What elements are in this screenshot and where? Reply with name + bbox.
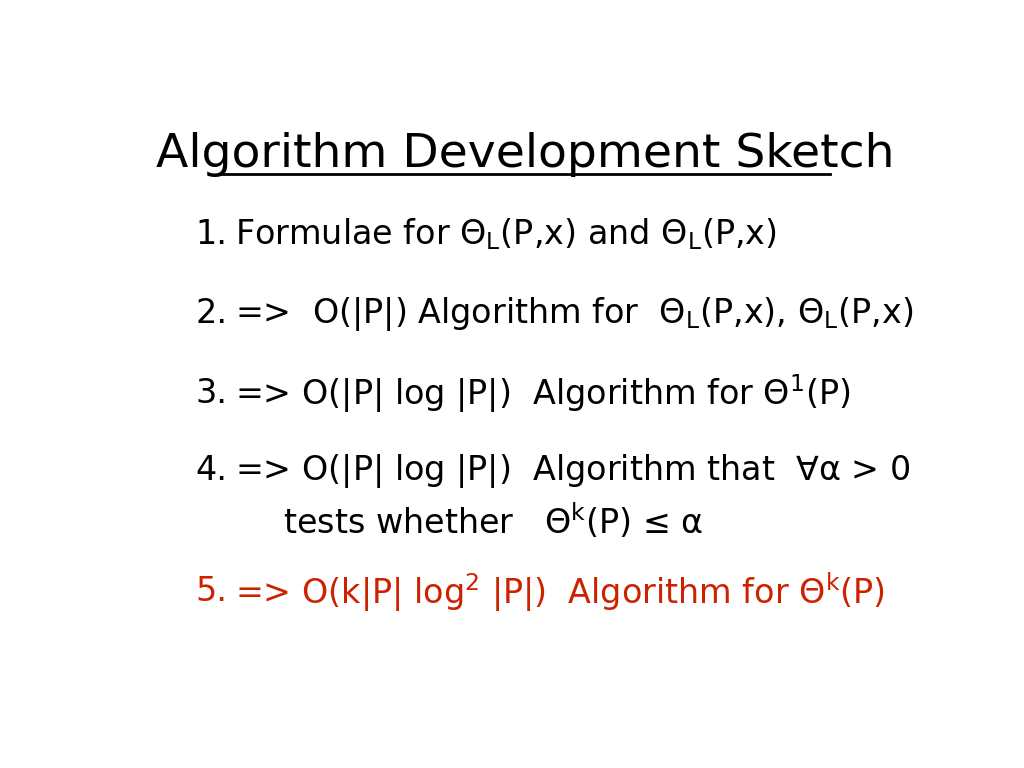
Text: => O(k|P| log$\mathregular{^2}$ |P|)  Algorithm for $\mathregular{\Theta}$$\math: => O(k|P| log$\mathregular{^2}$ |P|) Alg… (236, 570, 885, 614)
Text: => O(|P| log |P|)  Algorithm that  $\mathregular{\forall}$α > 0: => O(|P| log |P|) Algorithm that $\mathr… (236, 452, 910, 490)
Text: 4.: 4. (196, 454, 227, 487)
Text: 3.: 3. (196, 377, 227, 410)
Text: =>  O(|P|) Algorithm for  $\mathregular{\Theta}$$\mathregular{_L}$(P,x), $\mathr: => O(|P|) Algorithm for $\mathregular{\T… (236, 295, 913, 333)
Text: 5.: 5. (196, 575, 227, 608)
Text: 2.: 2. (196, 297, 227, 330)
Text: Algorithm Development Sketch: Algorithm Development Sketch (156, 132, 894, 177)
Text: 1.: 1. (196, 217, 227, 250)
Text: tests whether   $\mathregular{\Theta}$$\mathregular{^k}$(P) ≤ α: tests whether $\mathregular{\Theta}$$\ma… (283, 502, 703, 541)
Text: Formulae for $\mathregular{\Theta}$$\mathregular{_L}$(P,x) and $\mathregular{\Th: Formulae for $\mathregular{\Theta}$$\mat… (236, 217, 777, 252)
Text: => O(|P| log |P|)  Algorithm for $\mathregular{\Theta}$$\mathregular{^1}$(P): => O(|P| log |P|) Algorithm for $\mathre… (236, 372, 851, 415)
